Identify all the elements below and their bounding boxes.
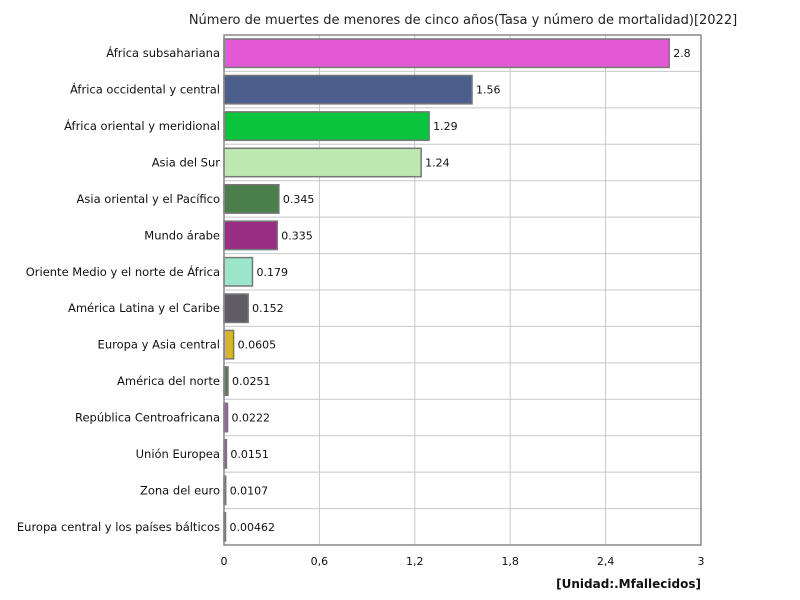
category-label: África subsahariana: [106, 45, 220, 60]
value-label: 0.152: [252, 302, 284, 315]
value-label: 0.0151: [230, 448, 268, 461]
x-tick-label: 0: [221, 555, 228, 568]
category-label: Europa central y los países bálticos: [17, 520, 220, 534]
plot-frame: [223, 34, 702, 546]
category-label: América del norte: [117, 374, 220, 388]
value-label: 0.179: [256, 266, 288, 279]
value-label: 1.29: [433, 120, 458, 133]
value-label: 0.0605: [238, 339, 277, 352]
unit-label: [Unidad:.Mfallecidos]: [556, 577, 701, 591]
x-tick-label: 1,2: [406, 555, 424, 568]
value-label: 0.00462: [230, 521, 276, 534]
x-tick-label: 0,6: [311, 555, 329, 568]
category-label: África oriental y meridional: [64, 118, 220, 133]
category-label: América Latina y el Caribe: [68, 301, 220, 315]
value-label: 0.0107: [230, 484, 269, 497]
value-label: 0.0251: [232, 375, 271, 388]
category-label: Zona del euro: [140, 483, 220, 497]
value-label: 2.8: [673, 47, 691, 60]
category-label: Mundo árabe: [144, 228, 220, 242]
value-label: 0.0222: [232, 412, 270, 425]
bar: [223, 147, 422, 178]
value-label: 1.24: [425, 157, 450, 170]
bar: [223, 220, 279, 251]
category-label: Unión Europea: [136, 447, 220, 461]
bar: [223, 74, 473, 105]
value-label: 1.56: [476, 84, 501, 97]
bar: [223, 256, 254, 287]
bar: [223, 38, 670, 69]
chart-title: Número de muertes de menores de cinco añ…: [189, 13, 737, 28]
category-label: Asia del Sur: [152, 156, 221, 170]
x-tick-label: 1,8: [501, 555, 519, 568]
x-tick-label: 2,4: [597, 555, 615, 568]
bars: [223, 38, 670, 542]
value-label: 0.335: [281, 229, 313, 242]
category-label: Asia oriental y el Pacífico: [77, 192, 220, 206]
bar: [223, 329, 235, 360]
value-labels: 2.8 1.56 1.29 1.24 0.345 0.335 0.179 0.152 0.060…: [230, 47, 691, 534]
bar: [223, 293, 249, 324]
x-tick-label: 3: [698, 555, 705, 568]
bar: [223, 183, 280, 214]
category-label: Europa y Asia central: [98, 338, 220, 352]
category-labels: África subsahariana África occidental y c…: [17, 45, 220, 534]
category-label: República Centroafricana: [75, 411, 220, 425]
x-axis-ticks: 0 0,6 1,2 1,8 2,4 3: [221, 555, 705, 568]
category-label: Oriente Medio y el norte de África: [26, 264, 220, 279]
value-label: 0.345: [283, 193, 315, 206]
category-label: África occidental y central: [70, 82, 220, 97]
bar: [223, 111, 430, 142]
